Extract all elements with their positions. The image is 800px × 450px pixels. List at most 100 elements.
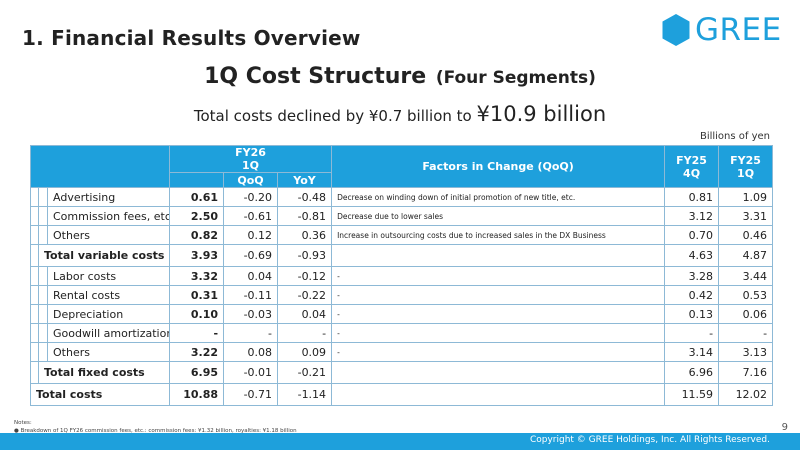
row-indent-inner <box>38 285 48 305</box>
page-title-main: 1Q Cost Structure <box>204 64 427 89</box>
qoq-value: -0.61 <box>223 206 279 226</box>
fy25-1q-value: 1.09 <box>718 187 774 207</box>
factor-text: Decrease on winding down of initial prom… <box>331 187 666 207</box>
yoy-value: -0.48 <box>277 187 333 207</box>
footer-bar: Copyright © GREE Holdings, Inc. All Righ… <box>0 433 800 450</box>
row-indent-inner <box>38 225 48 245</box>
row-label: Goodwill amortization <box>46 323 171 343</box>
fy26-1q-value: 3.32 <box>169 266 225 286</box>
note-item: ● Breakdown of 1Q FY26 commission fees, … <box>14 428 297 434</box>
fy25-4q-value: 3.12 <box>664 206 720 226</box>
fy25-4q-value: 3.14 <box>664 342 720 362</box>
row-label: Others <box>46 342 171 362</box>
logo-text: GREE <box>695 11 782 48</box>
factor-text <box>331 244 666 267</box>
header-fy26-quarter: 1Q <box>242 159 260 172</box>
qoq-value: -0.01 <box>223 361 279 384</box>
fy26-1q-value: 6.95 <box>169 361 225 384</box>
fy26-1q-value: 0.82 <box>169 225 225 245</box>
fy25-4q-value: 0.13 <box>664 304 720 324</box>
fy26-1q-value: 2.50 <box>169 206 225 226</box>
row-indent <box>30 304 39 324</box>
yoy-value: 0.09 <box>277 342 333 362</box>
row-indent-inner <box>38 342 48 362</box>
yoy-value: -0.81 <box>277 206 333 226</box>
row-indent-inner <box>38 206 48 226</box>
fy26-1q-value: 0.61 <box>169 187 225 207</box>
headline-prefix: Total costs declined by ¥0.7 billion to <box>193 107 477 125</box>
row-indent <box>30 206 39 226</box>
fy25-4q-value: 4.63 <box>664 244 720 267</box>
factor-text <box>331 383 666 406</box>
row-label: Advertising <box>46 187 171 207</box>
row-label: Others <box>46 225 171 245</box>
headline-highlight: ¥10.9 billion <box>476 102 607 126</box>
row-indent <box>30 266 39 286</box>
row-indent-inner <box>38 266 48 286</box>
row-indent-inner <box>38 304 48 324</box>
fy25-1q-value: 3.13 <box>718 342 774 362</box>
table-row: Depreciation 0.10 -0.03 0.04-0.13 0.06 <box>30 304 774 324</box>
fy25-1q-value: - <box>718 323 774 343</box>
table-row: Advertising 0.61 -0.20 -0.48 Decrease on win… <box>30 187 774 207</box>
total-costs-row: Total costs 10.88 -0.71 -1.14 11.59 12.02 <box>29 383 774 406</box>
qoq-value: - <box>223 323 279 343</box>
qoq-value: 0.12 <box>223 225 279 245</box>
row-indent <box>30 187 39 207</box>
fy25-4q-value: - <box>664 323 720 343</box>
qoq-value: -0.71 <box>223 383 279 406</box>
factor-text: - <box>331 266 666 286</box>
row-indent <box>30 323 39 343</box>
table-row: Goodwill amortization - - - - - - <box>30 323 774 343</box>
yoy-value: -0.12 <box>277 266 333 286</box>
header-fy25-1q-quarter: 1Q <box>737 166 755 180</box>
gree-logo: GREE <box>661 13 782 47</box>
table-row: Rental costs 0.31 -0.11 -0.22-0.42 0.53 <box>30 285 774 305</box>
table-row: Labor costs 3.32 0.04 -0.12-3.28 3.44 <box>30 266 774 286</box>
fy25-1q-value: 0.53 <box>718 285 774 305</box>
header-fy26: FY26 1Q <box>169 145 333 173</box>
fy25-4q-value: 11.59 <box>664 383 720 406</box>
fy25-1q-value: 0.46 <box>718 225 774 245</box>
fy26-1q-value: 3.93 <box>169 244 225 267</box>
headline: Total costs declined by ¥0.7 billion to … <box>0 102 800 126</box>
row-label: Total fixed costs <box>37 361 171 384</box>
section-title: 1. Financial Results Overview <box>22 26 361 50</box>
cost-table-body: Advertising 0.61 -0.20 -0.48 Decrease on win… <box>29 187 774 406</box>
header-factors: Factors in Change (QoQ) <box>331 145 666 188</box>
fy25-4q-value: 3.28 <box>664 266 720 286</box>
yoy-value: 0.36 <box>277 225 333 245</box>
yoy-value: -1.14 <box>277 383 333 406</box>
factor-text: - <box>331 304 666 324</box>
header-yoy: YoY <box>277 172 333 188</box>
row-label: Total variable costs <box>37 244 171 267</box>
row-indent <box>30 244 39 267</box>
row-label: Labor costs <box>46 266 171 286</box>
fy26-1q-value: 10.88 <box>169 383 225 406</box>
qoq-value: -0.20 <box>223 187 279 207</box>
table-row: Others 0.82 0.12 0.36 Increase in outsourcin… <box>30 225 774 245</box>
row-indent <box>30 342 39 362</box>
yoy-value: 0.04 <box>277 304 333 324</box>
table-row: Others 3.22 0.08 0.09-3.14 3.13 <box>30 342 774 362</box>
fy26-1q-value: - <box>169 323 225 343</box>
header-blank <box>29 145 171 188</box>
qoq-value: 0.04 <box>223 266 279 286</box>
factor-text: Increase in outsourcing costs due to inc… <box>331 225 666 245</box>
yoy-value: -0.22 <box>277 285 333 305</box>
fy25-4q-value: 0.42 <box>664 285 720 305</box>
row-indent <box>30 361 39 384</box>
header-fy25-4q-label: FY25 <box>676 153 707 167</box>
fy25-1q-value: 3.44 <box>718 266 774 286</box>
notes: Notes: ● Breakdown of 1Q FY26 commission… <box>14 419 297 435</box>
header-fy25-1q-label: FY25 <box>730 153 761 167</box>
row-label: Depreciation <box>46 304 171 324</box>
qoq-value: -0.69 <box>223 244 279 267</box>
factor-text: Decrease due to lower sales <box>331 206 666 226</box>
header-fy25-4q-quarter: 4Q <box>683 166 701 180</box>
row-label: Total costs <box>29 383 171 406</box>
table-row: Commission fees, etc. 2.50 -0.61 -0.81 Decre… <box>30 206 774 226</box>
yoy-value: -0.21 <box>277 361 333 384</box>
note-item-text: Breakdown of 1Q FY26 commission fees, et… <box>20 428 297 434</box>
row-indent <box>30 225 39 245</box>
